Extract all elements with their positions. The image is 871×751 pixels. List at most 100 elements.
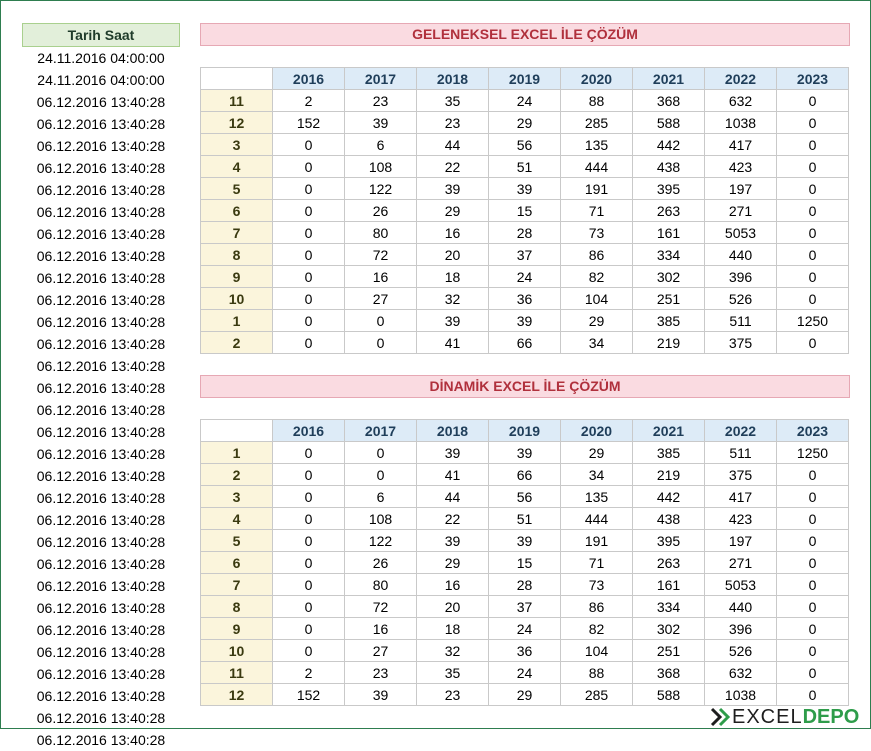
value-cell[interactable]: 0 (776, 133, 849, 156)
value-cell[interactable]: 104 (560, 639, 633, 662)
year-header[interactable]: 2017 (344, 67, 417, 90)
value-cell[interactable]: 5053 (704, 573, 777, 596)
value-cell[interactable]: 80 (344, 573, 417, 596)
date-time-cell[interactable]: 06.12.2016 13:40:28 (36, 138, 166, 154)
year-header[interactable]: 2017 (344, 419, 417, 442)
date-time-cell[interactable]: 06.12.2016 13:40:28 (36, 446, 166, 462)
value-cell[interactable]: 423 (704, 507, 777, 530)
value-cell[interactable]: 24 (488, 617, 561, 640)
value-cell[interactable]: 135 (560, 485, 633, 508)
value-cell[interactable]: 0 (776, 155, 849, 178)
value-cell[interactable]: 72 (344, 595, 417, 618)
value-cell[interactable]: 0 (272, 617, 345, 640)
month-label-cell[interactable]: 2 (200, 463, 273, 486)
value-cell[interactable]: 302 (632, 265, 705, 288)
value-cell[interactable]: 334 (632, 595, 705, 618)
month-label-cell[interactable]: 6 (200, 199, 273, 222)
value-cell[interactable]: 73 (560, 573, 633, 596)
value-cell[interactable]: 444 (560, 155, 633, 178)
value-cell[interactable]: 5053 (704, 221, 777, 244)
traditional-solution-title[interactable]: GELENEKSEL EXCEL İLE ÇÖZÜM (200, 23, 850, 46)
value-cell[interactable]: 22 (416, 507, 489, 530)
value-cell[interactable]: 438 (632, 507, 705, 530)
value-cell[interactable]: 0 (776, 595, 849, 618)
value-cell[interactable]: 385 (632, 441, 705, 464)
value-cell[interactable]: 0 (776, 573, 849, 596)
value-cell[interactable]: 6 (344, 485, 417, 508)
month-label-cell[interactable]: 8 (200, 243, 273, 266)
value-cell[interactable]: 16 (344, 617, 417, 640)
month-label-cell[interactable]: 3 (200, 133, 273, 156)
value-cell[interactable]: 526 (704, 287, 777, 310)
value-cell[interactable]: 0 (776, 683, 849, 706)
value-cell[interactable]: 44 (416, 485, 489, 508)
value-cell[interactable]: 39 (488, 177, 561, 200)
value-cell[interactable]: 440 (704, 595, 777, 618)
value-cell[interactable]: 368 (632, 89, 705, 112)
value-cell[interactable]: 28 (488, 573, 561, 596)
month-label-cell[interactable]: 11 (200, 661, 273, 684)
value-cell[interactable]: 2 (272, 661, 345, 684)
value-cell[interactable]: 24 (488, 89, 561, 112)
value-cell[interactable]: 375 (704, 463, 777, 486)
value-cell[interactable]: 0 (272, 463, 345, 486)
corner-cell[interactable] (200, 419, 273, 442)
month-label-cell[interactable]: 7 (200, 221, 273, 244)
value-cell[interactable]: 0 (272, 287, 345, 310)
value-cell[interactable]: 41 (416, 331, 489, 354)
month-label-cell[interactable]: 12 (200, 683, 273, 706)
value-cell[interactable]: 82 (560, 617, 633, 640)
year-header[interactable]: 2018 (416, 419, 489, 442)
value-cell[interactable]: 0 (344, 463, 417, 486)
year-header[interactable]: 2021 (632, 67, 705, 90)
value-cell[interactable]: 82 (560, 265, 633, 288)
value-cell[interactable]: 0 (776, 617, 849, 640)
value-cell[interactable]: 0 (776, 507, 849, 530)
value-cell[interactable]: 632 (704, 89, 777, 112)
date-time-cell[interactable]: 06.12.2016 13:40:28 (36, 336, 166, 352)
value-cell[interactable]: 29 (488, 683, 561, 706)
value-cell[interactable]: 0 (776, 221, 849, 244)
value-cell[interactable]: 444 (560, 507, 633, 530)
value-cell[interactable]: 23 (344, 89, 417, 112)
dynamic-solution-title[interactable]: DİNAMİK EXCEL İLE ÇÖZÜM (200, 375, 850, 398)
value-cell[interactable]: 26 (344, 199, 417, 222)
value-cell[interactable]: 6 (344, 133, 417, 156)
value-cell[interactable]: 0 (776, 177, 849, 200)
year-header[interactable]: 2019 (488, 67, 561, 90)
value-cell[interactable]: 34 (560, 331, 633, 354)
value-cell[interactable]: 0 (776, 463, 849, 486)
date-time-cell[interactable]: 06.12.2016 13:40:28 (36, 556, 166, 572)
value-cell[interactable]: 302 (632, 617, 705, 640)
value-cell[interactable]: 35 (416, 661, 489, 684)
month-label-cell[interactable]: 12 (200, 111, 273, 134)
value-cell[interactable]: 0 (272, 331, 345, 354)
value-cell[interactable]: 438 (632, 155, 705, 178)
value-cell[interactable]: 27 (344, 287, 417, 310)
value-cell[interactable]: 16 (416, 221, 489, 244)
value-cell[interactable]: 39 (416, 177, 489, 200)
value-cell[interactable]: 197 (704, 177, 777, 200)
date-time-cell[interactable]: 06.12.2016 13:40:28 (36, 380, 166, 396)
value-cell[interactable]: 71 (560, 199, 633, 222)
year-header[interactable]: 2016 (272, 67, 345, 90)
date-time-cell[interactable]: 06.12.2016 13:40:28 (36, 94, 166, 110)
month-label-cell[interactable]: 4 (200, 507, 273, 530)
date-time-cell[interactable]: 06.12.2016 13:40:28 (36, 402, 166, 418)
value-cell[interactable]: 197 (704, 529, 777, 552)
value-cell[interactable]: 16 (416, 573, 489, 596)
value-cell[interactable]: 334 (632, 243, 705, 266)
month-label-cell[interactable]: 9 (200, 265, 273, 288)
value-cell[interactable]: 39 (416, 529, 489, 552)
value-cell[interactable]: 56 (488, 485, 561, 508)
value-cell[interactable]: 16 (344, 265, 417, 288)
value-cell[interactable]: 66 (488, 463, 561, 486)
value-cell[interactable]: 0 (776, 485, 849, 508)
value-cell[interactable]: 0 (272, 177, 345, 200)
value-cell[interactable]: 0 (272, 155, 345, 178)
value-cell[interactable]: 0 (272, 265, 345, 288)
value-cell[interactable]: 526 (704, 639, 777, 662)
value-cell[interactable]: 285 (560, 683, 633, 706)
value-cell[interactable]: 108 (344, 507, 417, 530)
value-cell[interactable]: 161 (632, 221, 705, 244)
